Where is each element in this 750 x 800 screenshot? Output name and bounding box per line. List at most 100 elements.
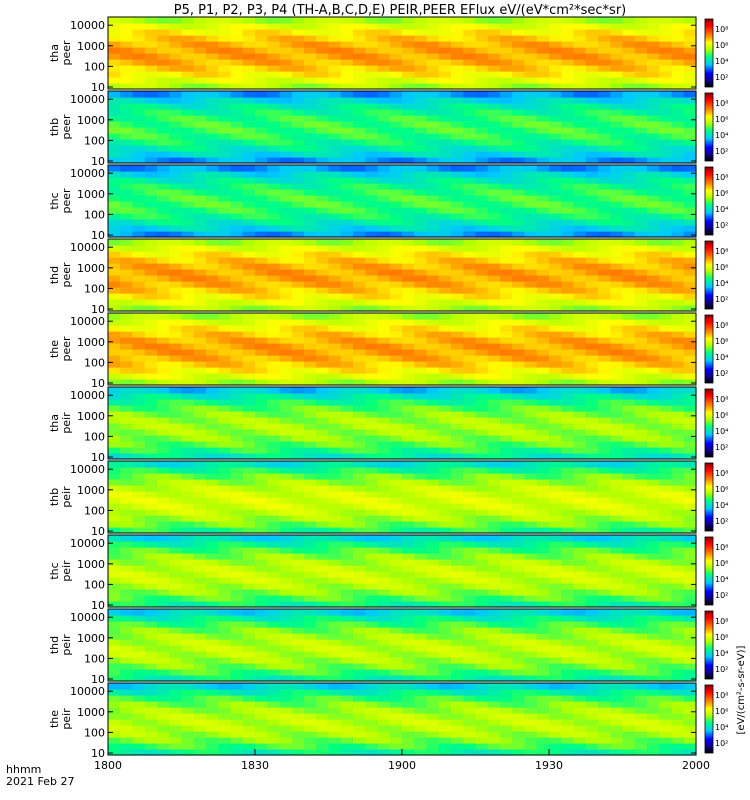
spectrogram-cell — [230, 245, 244, 252]
spectrogram-cell — [659, 657, 673, 664]
spectrogram-cell — [475, 165, 489, 172]
spectrogram-cell — [487, 491, 501, 498]
spectrogram-cell — [585, 565, 599, 572]
spectrogram-cell — [451, 491, 464, 498]
spectrogram-cell — [353, 521, 366, 528]
spectrogram-cell — [512, 109, 526, 116]
spectrogram-cell — [414, 447, 428, 454]
spectrogram-cell — [230, 17, 244, 24]
spectrogram-cell — [487, 325, 501, 332]
spectrogram-cell — [144, 461, 158, 468]
spectrogram-cell — [622, 361, 636, 368]
spectrogram-cell — [144, 393, 158, 400]
spectrogram-cell — [193, 213, 207, 220]
spectrogram-cell — [536, 461, 550, 468]
spectrogram-cell — [647, 337, 660, 344]
spectrogram-cell — [255, 195, 268, 202]
spectrogram-cell — [500, 269, 513, 276]
spectrogram-cell — [206, 503, 219, 510]
spectrogram-cell — [536, 91, 550, 98]
spectrogram-cell — [549, 429, 562, 436]
spectrogram-cell — [242, 319, 256, 326]
spectrogram-cell — [267, 485, 281, 492]
spectrogram-cell — [634, 663, 648, 670]
colorbar-tick-label: 10⁸ — [715, 247, 728, 256]
spectrogram-cell — [414, 287, 428, 294]
spectrogram-cell — [218, 447, 232, 454]
spectrogram-cell — [340, 435, 354, 442]
spectrogram-cell — [206, 189, 219, 196]
spectrogram-cell — [451, 231, 464, 238]
spectrogram-cell — [291, 447, 305, 454]
spectrogram-cell — [524, 71, 538, 78]
spectrogram-cell — [169, 553, 183, 560]
spectrogram-cell — [414, 589, 428, 596]
spectrogram-cell — [671, 109, 685, 116]
spectrogram-cell — [463, 441, 477, 448]
spectrogram-cell — [230, 485, 244, 492]
spectrogram-cell — [255, 675, 268, 682]
spectrogram-cell — [561, 367, 575, 374]
spectrogram-cell — [463, 201, 477, 208]
panel-frame — [107, 312, 697, 386]
spectrogram-cell — [475, 53, 489, 60]
spectrogram-cell — [157, 473, 170, 480]
spectrogram-cell — [549, 41, 562, 48]
spectrogram-cell — [242, 521, 256, 528]
spectrogram-cell — [610, 343, 624, 350]
spectrogram-cell — [438, 71, 452, 78]
spectrogram-cell — [108, 245, 121, 252]
spectrogram-cell — [671, 121, 685, 128]
spectrogram-cell — [218, 281, 232, 288]
colorbar — [704, 240, 714, 310]
spectrogram-cell — [414, 453, 428, 460]
spectrogram-cell — [451, 521, 464, 528]
spectrogram-cell — [267, 553, 281, 560]
spectrogram-cell — [647, 675, 660, 682]
spectrogram-cell — [536, 379, 550, 386]
spectrogram-cell — [206, 41, 219, 48]
colorbar-tick-label: 10⁴ — [715, 205, 728, 214]
spectrogram-cell — [169, 491, 183, 498]
spectrogram-cell — [144, 515, 158, 522]
spectrogram-cell — [193, 393, 207, 400]
spectrogram-cell — [144, 121, 158, 128]
spectrogram-cell — [108, 669, 121, 676]
spectrogram-cell — [353, 485, 366, 492]
spectrogram-cell — [598, 379, 611, 386]
spectrogram-cell — [353, 589, 366, 596]
spectrogram-cell — [487, 269, 501, 276]
spectrogram-cell — [585, 441, 599, 448]
spectrogram-cell — [610, 361, 624, 368]
spectrogram-cell — [206, 491, 219, 498]
spectrogram-cell — [598, 361, 611, 368]
spectrogram-cell — [585, 331, 599, 338]
colorbar — [704, 18, 714, 88]
spectrogram-cell — [279, 583, 293, 590]
spectrogram-cell — [585, 571, 599, 578]
spectrogram-cell — [610, 349, 624, 356]
spectrogram-cell — [610, 157, 624, 164]
spectrogram-cell — [475, 225, 489, 232]
spectrogram-cell — [255, 17, 268, 24]
spectrogram-cell — [365, 577, 379, 584]
spectrogram-cell — [291, 59, 305, 66]
spectrogram-cell — [304, 405, 317, 412]
spectrogram-cell — [438, 133, 452, 140]
spectrogram-cell — [316, 503, 330, 510]
spectrogram-cell — [561, 287, 575, 294]
spectrogram-cell — [561, 423, 575, 430]
spectrogram-cell — [242, 651, 256, 658]
spectrogram-cell — [524, 515, 538, 522]
spectrogram-cell — [108, 17, 121, 24]
spectrogram-cell — [634, 405, 648, 412]
spectrogram-cell — [193, 53, 207, 60]
spectrogram-cell — [549, 35, 562, 42]
spectrogram-cell — [389, 393, 403, 400]
spectrogram-cell — [242, 577, 256, 584]
spectrogram-cell — [463, 151, 477, 158]
spectrogram-cell — [634, 675, 648, 682]
spectrogram-cell — [181, 35, 195, 42]
spectrogram-cell — [524, 207, 538, 214]
spectrogram-cell — [181, 571, 195, 578]
